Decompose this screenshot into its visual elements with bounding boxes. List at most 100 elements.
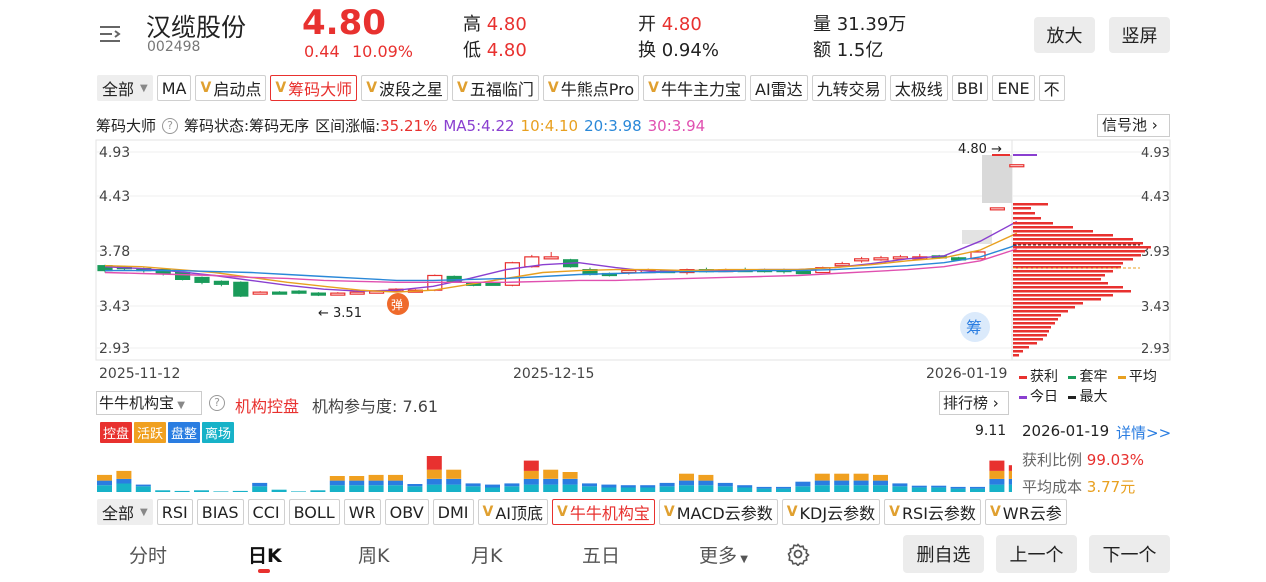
tab-ma[interactable]: MA (156, 75, 192, 101)
subtab-boll[interactable]: BOLL (288, 499, 340, 525)
subtab-dmi[interactable]: DMI (432, 499, 474, 525)
inst-bar-segment (407, 484, 423, 487)
next-stock-button[interactable]: 下一个 (1089, 535, 1170, 573)
chip-dist-bar (1013, 330, 1049, 333)
x-axis-label: 2025-11-12 (99, 366, 180, 382)
rank-button[interactable]: 排行榜 › (939, 391, 1009, 415)
candle-body (853, 258, 870, 262)
prev-stock-button[interactable]: 上一个 (996, 535, 1077, 573)
inst-bar-segment (620, 485, 636, 488)
inst-bar-segment (892, 486, 908, 492)
tab-chouma-dashi[interactable]: 筹码大师 (270, 75, 358, 101)
candle-body (310, 292, 326, 296)
remove-watchlist-button[interactable]: 删自选 (903, 535, 984, 573)
inst-bar-segment (640, 485, 656, 488)
period-tab-daily[interactable]: 日K (248, 545, 282, 567)
tab-ai-radar[interactable]: AI雷达 (750, 75, 808, 101)
tab-more[interactable]: 不 (1038, 75, 1065, 101)
chip-dist-bar (1013, 346, 1029, 349)
range-gain: 区间涨幅:35.21% (315, 117, 438, 135)
tab-all[interactable]: 全部 ▼ (97, 75, 153, 101)
subtab-kdj-cloud[interactable]: KDJ云参数 (781, 499, 881, 525)
tab-taiji[interactable]: 太极线 (889, 75, 948, 101)
inst-bar-segment (329, 476, 345, 481)
quote-volume: 量 31.39万 (813, 10, 906, 36)
tab-bbi[interactable]: BBI (951, 75, 989, 101)
legend-trapped: 套牢 (1068, 369, 1107, 385)
inst-bar-segment (562, 472, 578, 479)
tab-wufu[interactable]: 五福临门 (452, 75, 539, 101)
subtab-ai-top-bottom[interactable]: AI顶底 (477, 499, 549, 525)
indicator-tabs: 全部▼ MA 启动点 筹码大师 波段之星 五福临门 牛熊点Pro 牛牛主力宝 A… (97, 75, 1170, 101)
subtab-obv[interactable]: OBV (384, 499, 429, 525)
inst-bar-segment (931, 487, 947, 492)
inst-bar-segment (776, 488, 791, 492)
inst-help-icon[interactable]: ? (209, 395, 225, 411)
tab-jiuzhuan[interactable]: 九转交易 (811, 75, 886, 101)
inst-bar-segment (388, 474, 403, 481)
inst-bar-segment (368, 474, 384, 481)
tab-niuxiong[interactable]: 牛熊点Pro (542, 75, 640, 101)
inst-bar-segment (543, 484, 559, 492)
inst-bar-segment (446, 478, 462, 485)
inst-title: 机构控盘 (235, 397, 300, 416)
inst-bar-segment (523, 470, 539, 479)
legend-today: 今日 (1019, 389, 1058, 405)
menu-icon[interactable] (98, 24, 122, 44)
tab-boduan[interactable]: 波段之星 (361, 75, 449, 101)
inst-bar-segment (698, 485, 714, 492)
chip-dist-bar (1013, 226, 1073, 229)
inst-bar-segment (873, 485, 888, 492)
chip-dist-bar (1013, 342, 1037, 345)
institution-selector[interactable]: 牛牛机构宝 ▼ (96, 391, 202, 415)
inst-bar-segment (446, 484, 462, 492)
chip-dist-bar (1013, 266, 1121, 269)
inst-bar-segment (135, 484, 151, 487)
inst-bar-segment (407, 486, 423, 492)
settings-icon[interactable] (786, 542, 810, 570)
help-icon[interactable]: ? (162, 117, 179, 134)
kline-chart[interactable]: 4.93 4.43 3.78 3.43 2.93 4.93 4.43 3.93 3.43 2.93… (0, 0, 1266, 420)
period-tab-intraday[interactable]: 分时 (129, 545, 168, 567)
subtab-rsi-cloud[interactable]: RSI云参数 (884, 499, 981, 525)
inst-bar-segment (523, 478, 539, 485)
volume-value: 31.39万 (836, 14, 907, 35)
inst-bar-segment (892, 483, 908, 487)
period-tab-more[interactable]: 更多 ▼ (699, 545, 748, 567)
tag-exit: 离场 (202, 422, 235, 443)
period-tab-weekly[interactable]: 周K (358, 545, 390, 567)
inst-bar-segment (795, 481, 811, 487)
inst-bar-segment (756, 486, 772, 489)
candle-body (989, 207, 1006, 211)
period-tab-fiveday[interactable]: 五日 (582, 545, 621, 567)
inst-bar-segment (543, 478, 559, 485)
subtab-niuniu-jigou[interactable]: 牛牛机构宝 (552, 499, 655, 525)
tab-ene[interactable]: ENE (992, 75, 1035, 101)
subtab-wr[interactable]: WR (343, 499, 381, 525)
period-tab-monthly[interactable]: 月K (471, 545, 503, 567)
chip-detail-link[interactable]: 详情>> (1116, 424, 1172, 442)
zoom-button[interactable]: 放大 (1034, 17, 1095, 53)
inst-bar-segment (252, 482, 268, 487)
subtab-wr-cloud[interactable]: WR云参 (984, 499, 1067, 525)
subtab-macd-cloud[interactable]: MACD云参数 (658, 499, 778, 525)
chip-dist-bar (1013, 350, 1023, 353)
inst-bar-segment (737, 487, 753, 492)
tab-qidongdian[interactable]: 启动点 (195, 75, 267, 101)
inst-bar-segment (349, 485, 365, 492)
bounce-badge-icon (387, 293, 409, 315)
inst-bar-segment (504, 486, 520, 492)
volume-label: 量 (813, 14, 831, 35)
portrait-button[interactable]: 竖屏 (1109, 17, 1170, 53)
y-axis-label-left: 3.78 (99, 244, 130, 260)
chip-dist-bar (1013, 334, 1047, 337)
subtab-cci[interactable]: CCI (247, 499, 285, 525)
subtab-rsi[interactable]: RSI (156, 499, 193, 525)
subtab-all[interactable]: 全部 ▼ (97, 499, 153, 525)
candle-body (485, 282, 501, 286)
legend-profit: 获利 (1019, 369, 1058, 385)
tab-niuniu-zhuli[interactable]: 牛牛主力宝 (643, 75, 746, 101)
subtab-bias[interactable]: BIAS (196, 499, 244, 525)
signal-pool-button[interactable]: 信号池 › (1097, 114, 1170, 137)
stock-name: 汉缆股份 (146, 13, 247, 42)
